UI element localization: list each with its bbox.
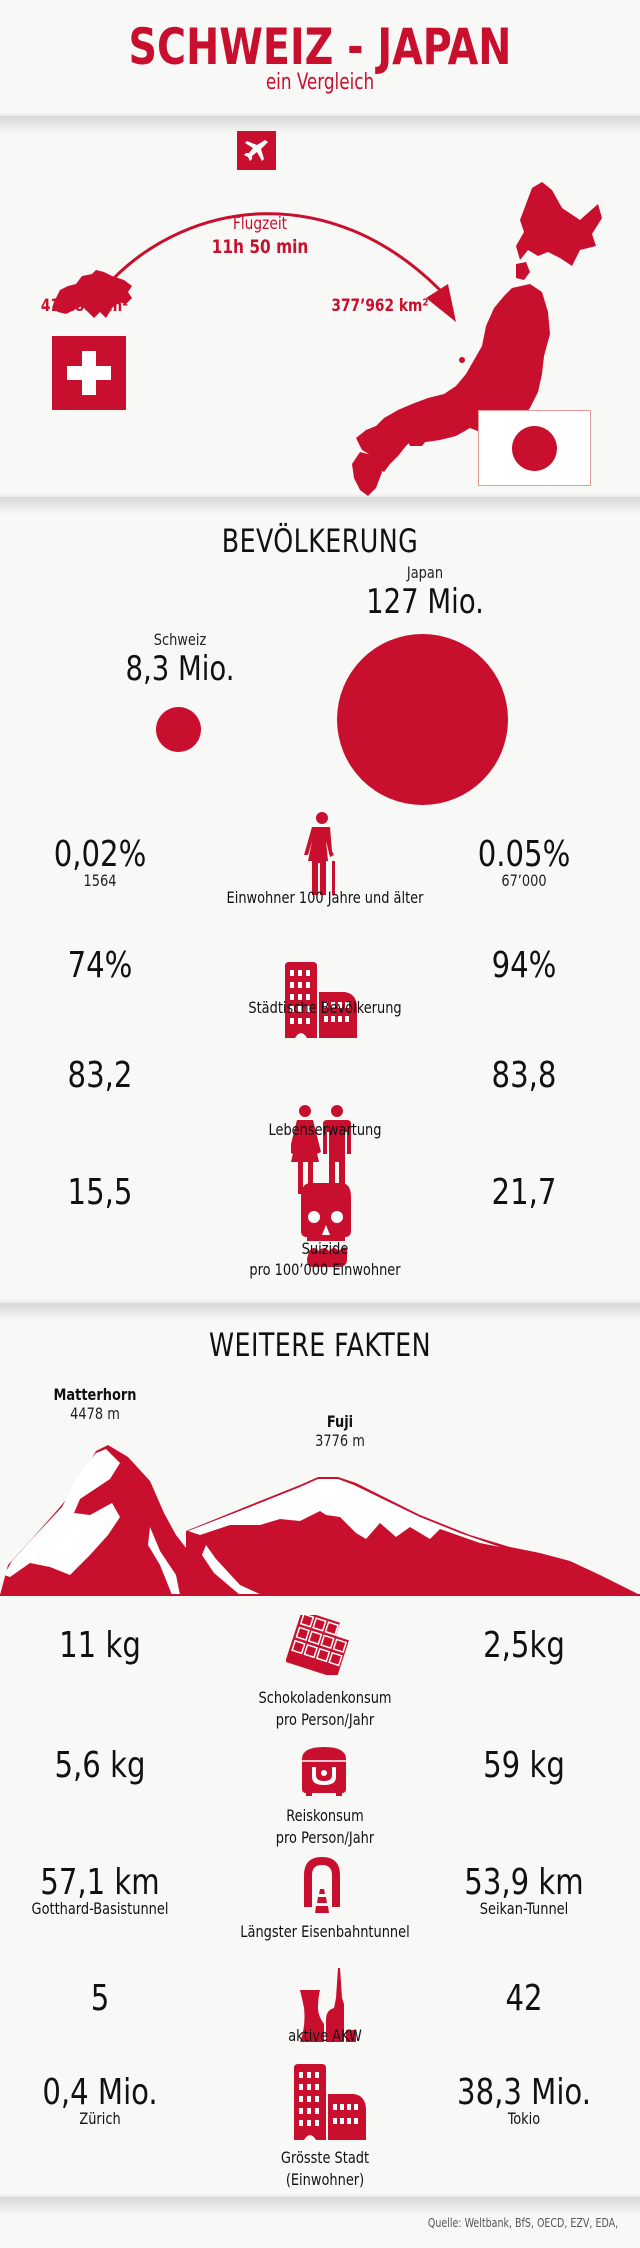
stat-left-value: 11 kg [59, 1625, 141, 1666]
divider [0, 493, 640, 515]
stat-right-sub: Seikan-Tunnel [479, 1899, 569, 1918]
switzerland-population-circle [156, 707, 201, 752]
stat-label: Städtische Bevölkerung [248, 998, 402, 1017]
chocolate-bar-icon [286, 1615, 349, 1675]
nuclear-plant-icon [300, 1968, 356, 2042]
flight-time: 11h 50 min [211, 236, 309, 258]
stat-left-value: 57,1 km [40, 1862, 160, 1903]
elderly-person-icon [304, 812, 335, 895]
japan-population: 127 Mio. [366, 582, 484, 622]
flight-arc-arrow [110, 212, 456, 322]
swiss-flag-icon [52, 336, 126, 410]
stat-label-line2: (Einwohner) [285, 2170, 365, 2189]
switzerland-label: Schweiz [153, 630, 207, 649]
stat-left-sub: Gotthard-Basistunnel [31, 1899, 169, 1918]
tunnel-icon [304, 1857, 340, 1913]
stat-left-sub: Zürich [79, 2109, 121, 2128]
page-subtitle: ein Vergleich [265, 70, 375, 95]
flight-label: Flugzeit [232, 214, 288, 234]
switzerland-map-icon [52, 270, 132, 318]
stat-right-value: 21,7 [491, 1172, 557, 1213]
stat-right-sub: Tokio [507, 2109, 541, 2128]
stat-right-value: 38,3 Mio. [457, 2072, 591, 2113]
stat-left-value: 15,5 [67, 1172, 133, 1213]
stat-label: aktive AKW [288, 2026, 362, 2045]
stat-right-sub: 67’000 [501, 871, 547, 890]
rice-cooker-icon [302, 1747, 346, 1796]
stat-label: Längster Eisenbahntunnel [240, 1922, 410, 1941]
stat-label-line2: pro Person/Jahr [275, 1828, 375, 1847]
stat-label: Einwohner 100 Jahre und älter [226, 888, 424, 907]
fuji-name: Fuji [326, 1412, 354, 1431]
divider [0, 112, 640, 134]
switzerland-area: 41’285 km² [40, 296, 129, 316]
switzerland-population: 8,3 Mio. [125, 649, 235, 689]
matterhorn-name: Matterhorn [53, 1385, 137, 1404]
stat-label-line1: Grösste Stadt [280, 2148, 370, 2167]
divider [0, 2193, 640, 2215]
section-title-population: BEVÖLKERUNG [221, 522, 419, 560]
stat-label-line2: pro Person/Jahr [275, 1710, 375, 1729]
stat-left-sub: 1564 [83, 871, 117, 890]
skull-icon [301, 1183, 351, 1267]
stat-left-value: 83,2 [67, 1055, 133, 1096]
stat-left-value: 0,02% [53, 834, 147, 875]
mountains-illustration [0, 1445, 640, 1596]
stat-label-line1: Suizide [301, 1239, 349, 1258]
stat-label-line1: Schokoladenkonsum [258, 1688, 392, 1707]
airplane-icon [237, 131, 276, 170]
page-title: SCHWEIZ - JAPAN [128, 18, 512, 76]
couple-icon [291, 1105, 351, 1194]
divider [0, 1299, 640, 1321]
japan-population-circle [337, 634, 508, 805]
fuji-height: 3776 m [315, 1431, 365, 1450]
stat-right-value: 83,8 [491, 1055, 557, 1096]
japan-label: Japan [406, 563, 444, 582]
stat-left-value: 0,4 Mio. [42, 2072, 158, 2113]
source-note: Quelle: Weltbank, BfS, OECD, EZV, EDA, [427, 2216, 618, 2230]
japan-area: 377’962 km² [331, 296, 429, 316]
stat-right-value: 59 kg [483, 1745, 565, 1786]
section-title-facts: WEITERE FAKTEN [209, 1326, 431, 1364]
stat-label-line1: Reiskonsum [286, 1806, 364, 1825]
stat-right-value: 0.05% [477, 834, 571, 875]
buildings-icon [285, 962, 357, 1038]
stat-label: Lebenserwartung [268, 1120, 382, 1139]
japan-flag-icon [478, 410, 591, 486]
stat-right-value: 94% [491, 945, 557, 986]
stat-right-value: 2,5kg [483, 1625, 565, 1666]
matterhorn-height: 4478 m [70, 1404, 120, 1423]
stat-left-value: 5 [90, 1978, 110, 2019]
city-buildings-icon [294, 2064, 366, 2140]
stat-right-value: 42 [505, 1978, 543, 2019]
stat-left-value: 74% [67, 945, 133, 986]
stat-right-value: 53,9 km [464, 1862, 584, 1903]
stat-left-value: 5,6 kg [54, 1745, 146, 1786]
stat-label-line2: pro 100’000 Einwohner [249, 1260, 401, 1279]
